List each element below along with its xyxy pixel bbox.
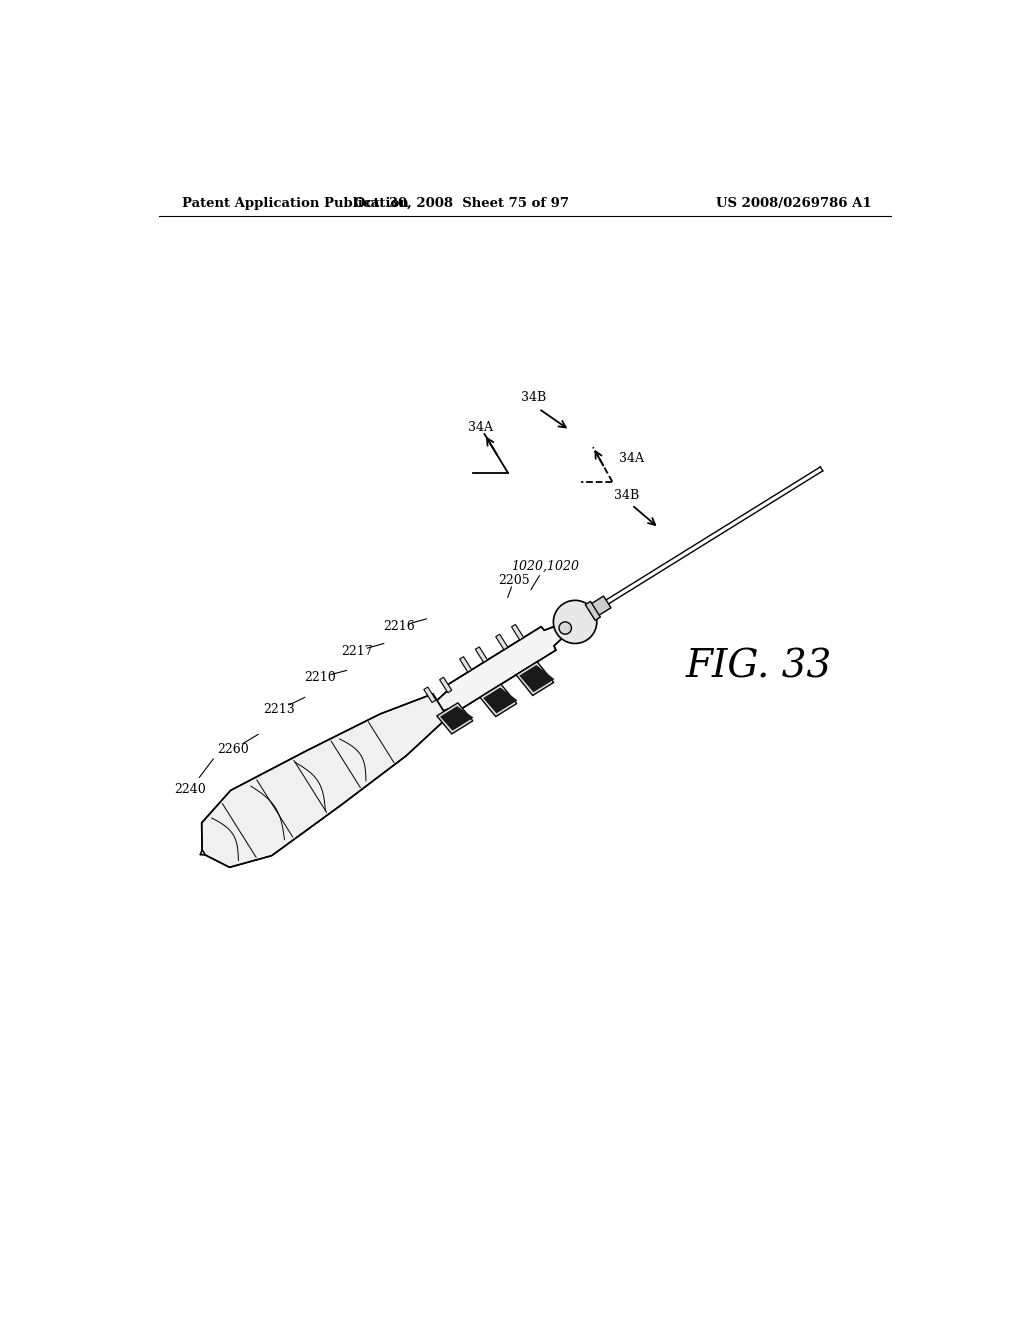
Text: 34B: 34B — [613, 490, 639, 502]
Polygon shape — [516, 661, 554, 696]
Text: Oct. 30, 2008  Sheet 75 of 97: Oct. 30, 2008 Sheet 75 of 97 — [353, 197, 568, 210]
Text: 2210: 2210 — [304, 671, 336, 684]
Text: 34A: 34A — [620, 453, 644, 465]
Polygon shape — [512, 624, 523, 640]
Polygon shape — [460, 656, 472, 672]
Ellipse shape — [553, 601, 597, 643]
Text: FIG. 33: FIG. 33 — [686, 648, 833, 685]
Polygon shape — [424, 686, 436, 702]
Text: 2240: 2240 — [174, 783, 206, 796]
Ellipse shape — [559, 622, 571, 634]
Text: 2260: 2260 — [217, 743, 249, 756]
Text: US 2008/0269786 A1: US 2008/0269786 A1 — [717, 197, 872, 210]
Polygon shape — [440, 706, 473, 731]
Polygon shape — [439, 677, 452, 693]
Polygon shape — [496, 634, 508, 649]
Polygon shape — [480, 684, 517, 717]
Polygon shape — [586, 602, 600, 620]
Text: 1020,1020: 1020,1020 — [511, 560, 579, 573]
Text: 34A: 34A — [468, 421, 494, 434]
Text: 2205: 2205 — [498, 574, 529, 587]
Text: 2213: 2213 — [263, 704, 295, 717]
Polygon shape — [519, 665, 554, 692]
Polygon shape — [202, 694, 447, 867]
Polygon shape — [483, 688, 517, 713]
Text: 2217: 2217 — [341, 644, 373, 657]
Text: 34B: 34B — [521, 391, 547, 404]
Text: 2216: 2216 — [383, 620, 415, 634]
Polygon shape — [591, 597, 611, 616]
Polygon shape — [437, 702, 473, 734]
Polygon shape — [475, 647, 487, 663]
Text: Patent Application Publication: Patent Application Publication — [182, 197, 409, 210]
Polygon shape — [437, 624, 565, 710]
